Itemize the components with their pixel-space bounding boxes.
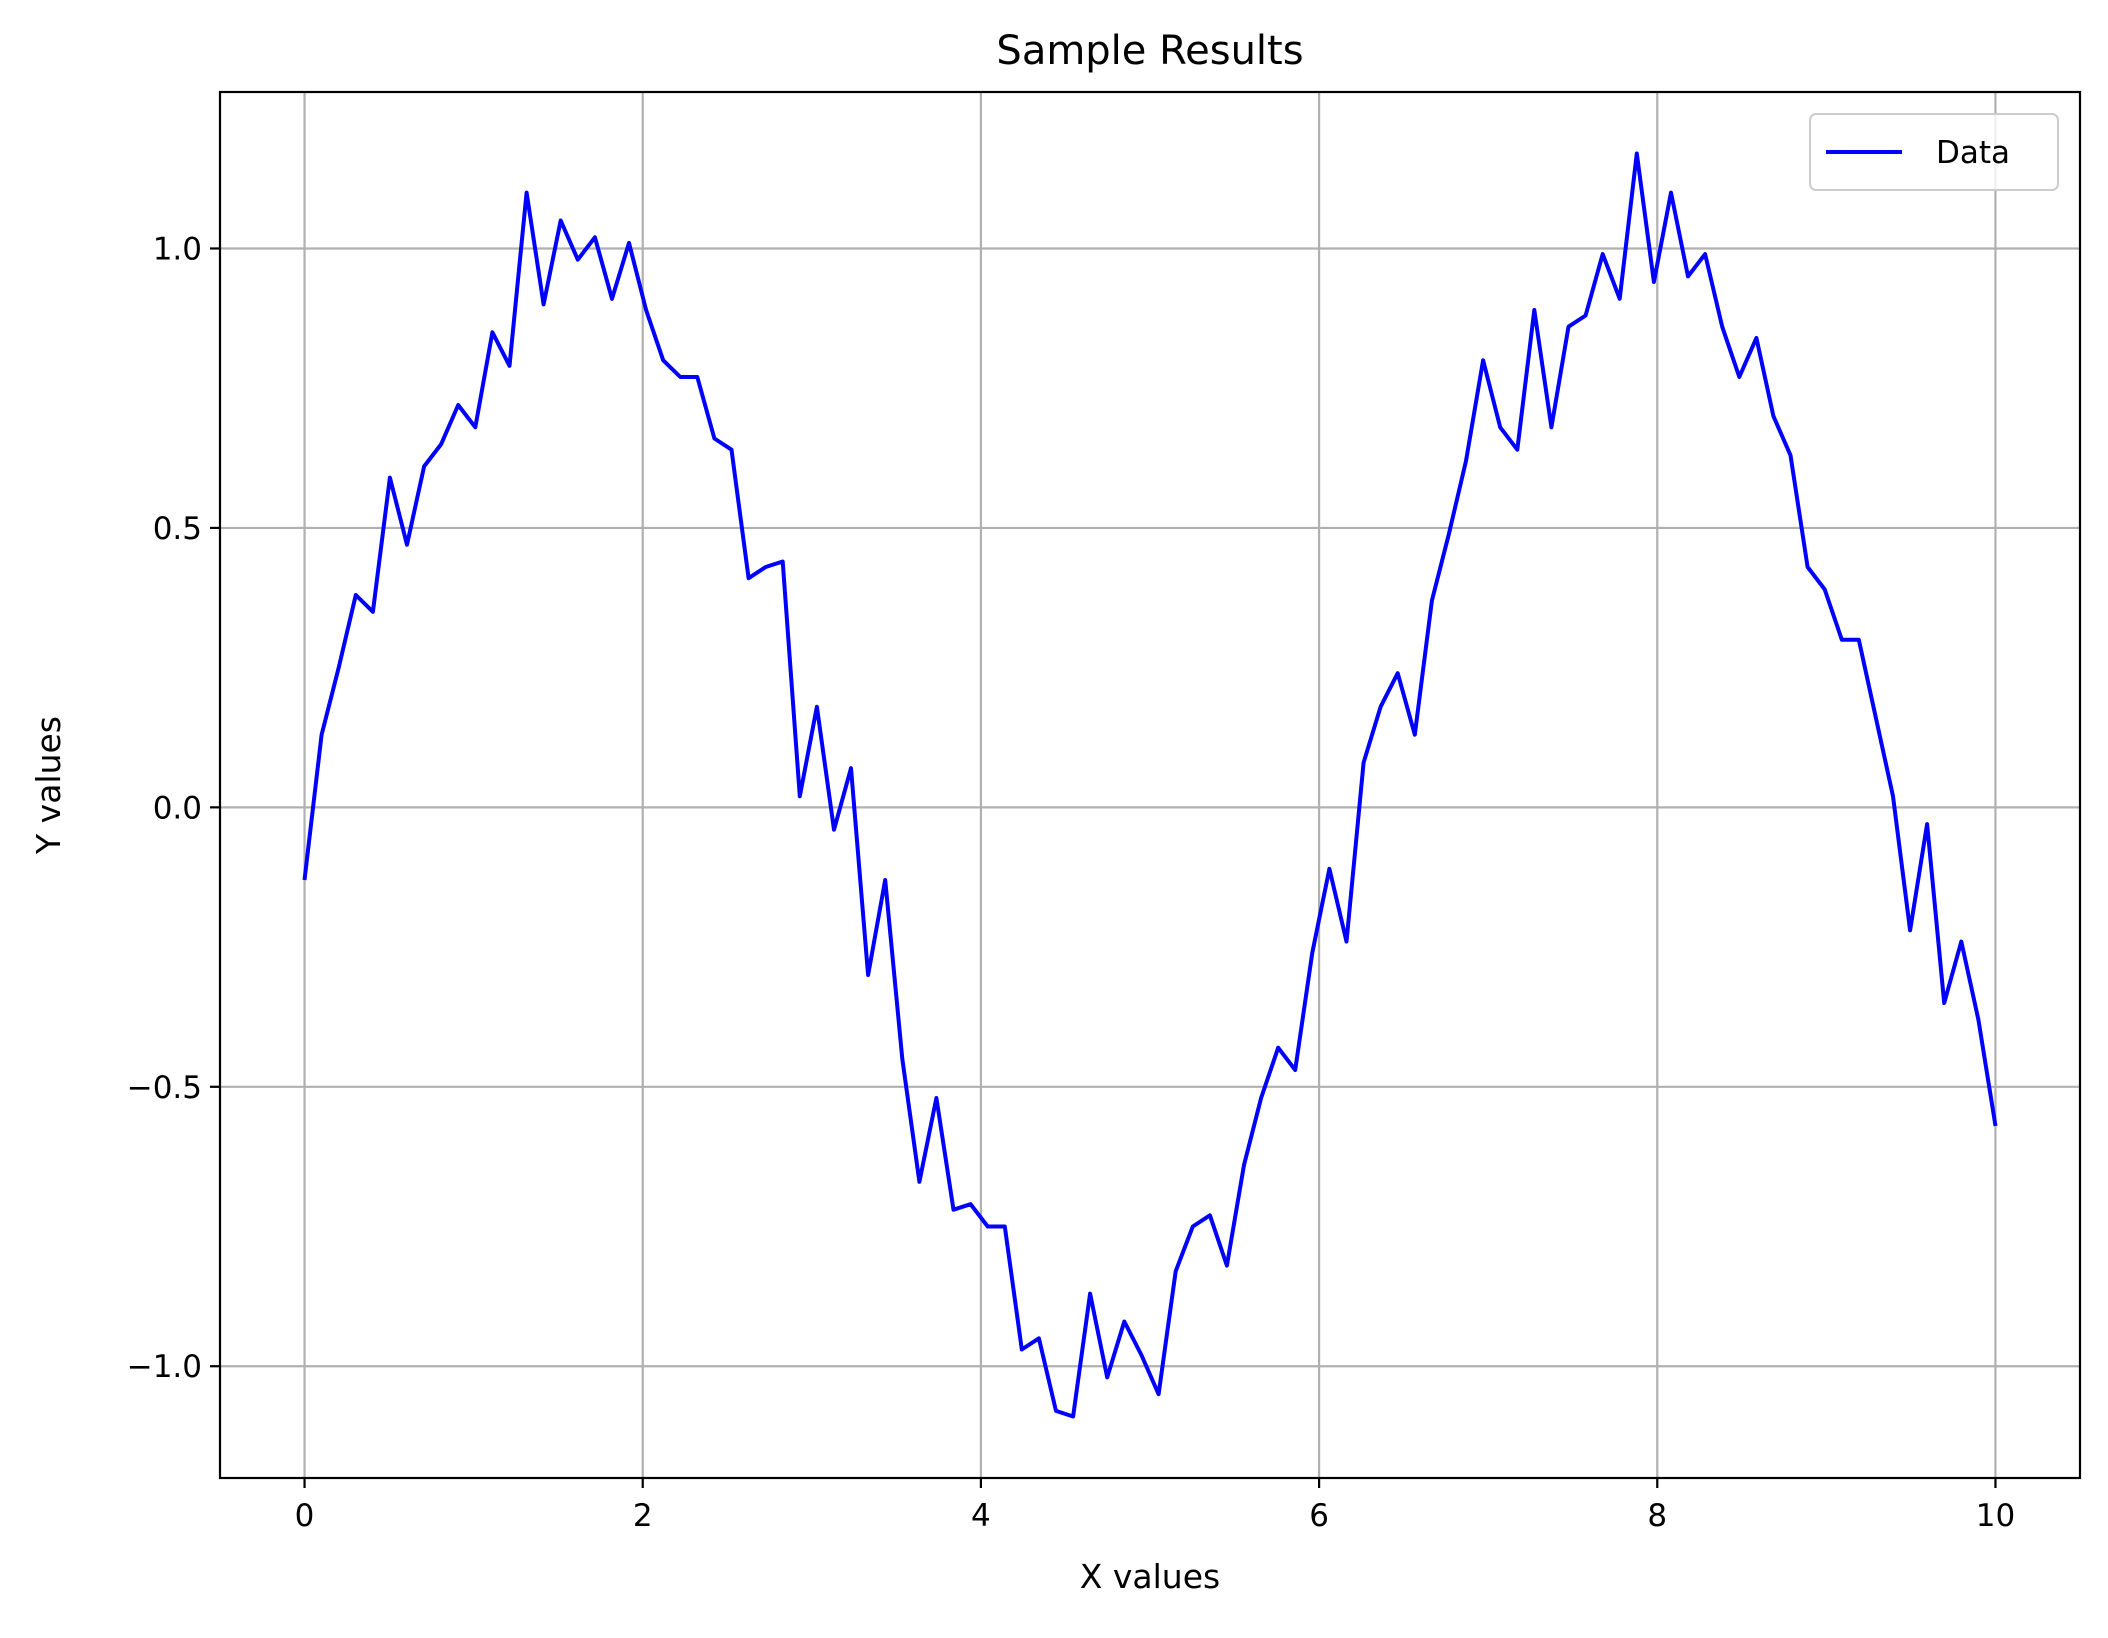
x-tick-label: 4	[971, 1498, 991, 1534]
y-tick-label: −0.5	[127, 1070, 202, 1106]
plot-series	[302, 151, 1998, 1419]
y-tick-label: 0.0	[153, 790, 202, 826]
y-tick-label: 1.0	[153, 231, 202, 267]
x-tick-label: 10	[1976, 1498, 2015, 1534]
legend: Data	[1809, 113, 2059, 191]
x-axis-label: X values	[1080, 1557, 1220, 1596]
grid-lines	[220, 92, 2080, 1478]
x-tick-label: 0	[295, 1498, 315, 1534]
y-tick-label: 0.5	[153, 511, 202, 547]
x-tick-label: 8	[1647, 1498, 1667, 1534]
x-tick-label: 2	[633, 1498, 653, 1534]
y-axis-label: Y values	[29, 716, 68, 855]
axes-frame	[218, 90, 2082, 1480]
legend-box	[1809, 113, 2059, 191]
legend-entry-data: Data	[1936, 135, 2010, 171]
y-tick-label: −1.0	[127, 1349, 202, 1385]
axis-ticks: 0 2 4 6 8 10 −1.0 −0.5 0.0 0.5 1.0	[127, 231, 2015, 1534]
chart-title: Sample Results	[996, 28, 1303, 74]
x-tick-label: 6	[1309, 1498, 1329, 1534]
series-line-data	[302, 151, 1998, 1419]
